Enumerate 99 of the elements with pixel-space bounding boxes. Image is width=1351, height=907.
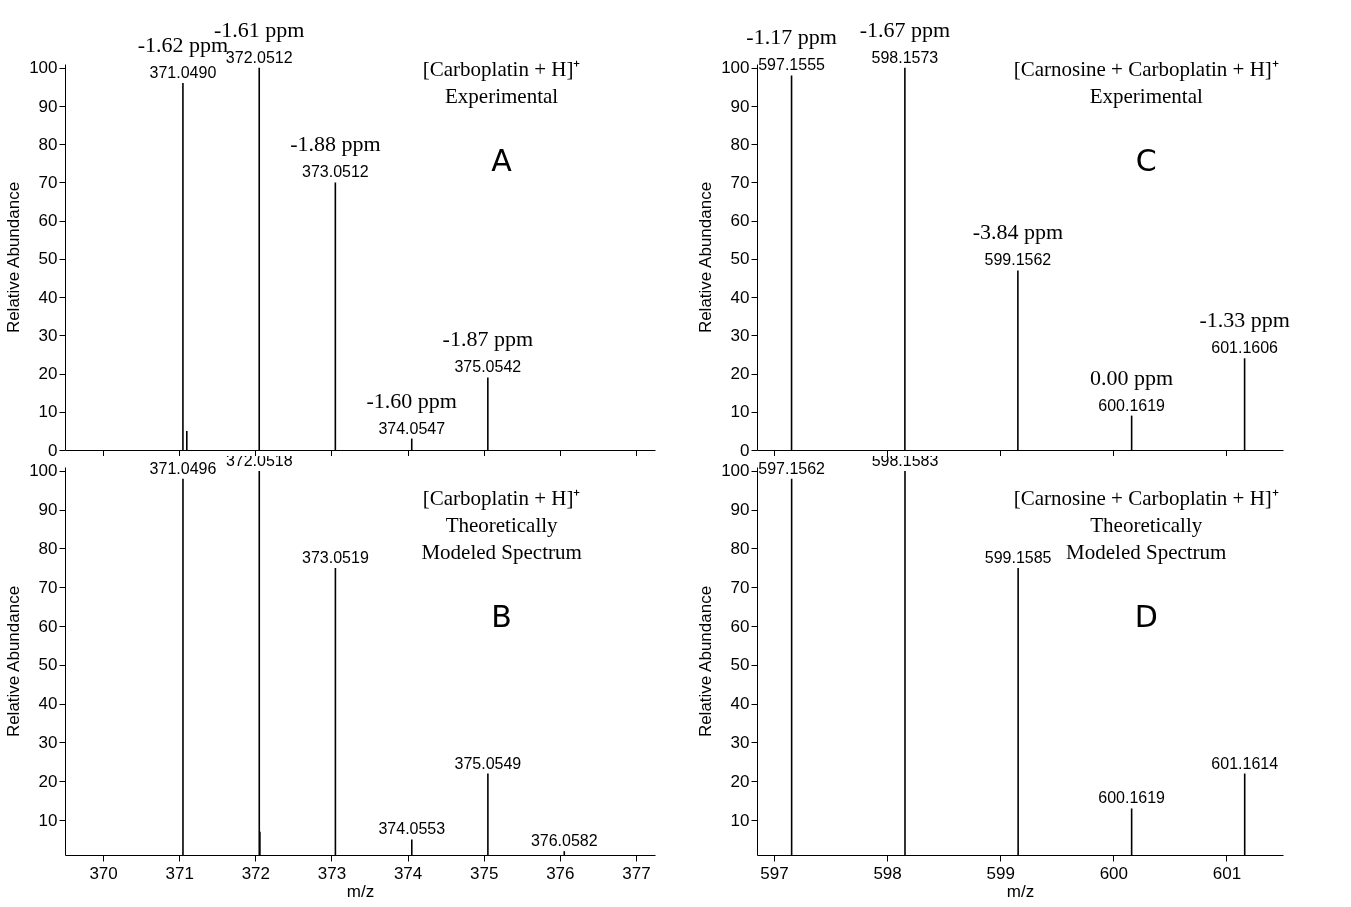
y-tick-label: 30 xyxy=(38,325,58,345)
x-tick-label: 371 xyxy=(165,863,194,883)
annotation: 597.1555 xyxy=(758,56,826,74)
y-tick-label: 70 xyxy=(38,577,58,597)
annotation: D xyxy=(1134,599,1158,634)
y-tick-label: 90 xyxy=(730,96,750,116)
y-tick-label: 10 xyxy=(38,810,58,830)
text: Theoretically Modeled Spectrum xyxy=(421,513,582,564)
y-tick-label: 100 xyxy=(721,461,750,481)
text: [Carboplatin + H]⁺ xyxy=(422,486,581,510)
annotation: 0.00 ppm xyxy=(1090,364,1174,390)
y-tick-label: 50 xyxy=(730,655,750,675)
x-tick-label: 377 xyxy=(622,863,651,883)
text: Theoretically Modeled Spectrum xyxy=(1066,513,1227,564)
annotation: -1.88 ppm xyxy=(290,131,381,157)
annotation: -3.84 ppm xyxy=(972,219,1064,245)
text: Experimental xyxy=(445,84,559,108)
x-tick-label: 374 xyxy=(393,863,423,883)
x-tick-label: 601 xyxy=(1212,863,1242,883)
x-tick-label: 375 xyxy=(470,863,499,883)
y-tick-label: 80 xyxy=(730,538,750,558)
y-tick-label: 60 xyxy=(730,616,750,636)
y-tick-label: 80 xyxy=(38,134,58,154)
y-tick-label: 30 xyxy=(38,732,58,752)
y-tick-label: 10 xyxy=(730,810,750,830)
annotation: 371.0490 xyxy=(149,64,217,82)
x-tick-label: 599 xyxy=(986,863,1015,883)
y-tick-label: 50 xyxy=(38,655,58,675)
annotation: 600.1619 xyxy=(1098,396,1166,414)
annotation: 374.0547 xyxy=(378,419,446,437)
y-tick-label: 20 xyxy=(38,364,58,384)
x-tick-label: 600 xyxy=(1099,863,1129,883)
annotation: A xyxy=(491,143,513,178)
annotation: -1.60 ppm xyxy=(366,387,457,413)
y-tick-label: 90 xyxy=(730,500,750,520)
y-tick-label: 60 xyxy=(38,211,58,231)
annotation: 376.0582 xyxy=(530,832,598,850)
y-axis-title: Relative Abundance xyxy=(696,181,716,334)
y-tick-label: 0 xyxy=(48,440,58,460)
x-tick-label: 370 xyxy=(89,863,118,883)
y-tick-label: 60 xyxy=(730,211,750,231)
y-tick-label: 80 xyxy=(38,538,58,558)
annotation: 597.1562 xyxy=(758,459,826,477)
annotation: -1.87 ppm xyxy=(442,326,534,352)
y-tick-label: 40 xyxy=(38,694,58,714)
annotation: 374.0553 xyxy=(378,820,446,838)
annotation: B xyxy=(491,599,512,634)
annotation: C xyxy=(1135,143,1157,178)
y-tick-label: 30 xyxy=(730,732,750,752)
y-tick-label: 70 xyxy=(730,172,750,192)
y-tick-label: 40 xyxy=(730,287,750,307)
y-tick-label: 100 xyxy=(721,58,750,78)
x-axis-title: m/z xyxy=(346,881,375,901)
y-tick-label: 40 xyxy=(730,694,750,714)
y-tick-label: 90 xyxy=(38,96,58,116)
annotation: 599.1562 xyxy=(984,251,1052,269)
annotation: 600.1619 xyxy=(1098,789,1166,807)
annotation: -1.17 ppm xyxy=(746,24,837,50)
chart-title: [Carnosine + Carboplatin + H]⁺ xyxy=(1013,57,1279,81)
y-tick-label: 100 xyxy=(29,58,58,78)
x-tick-label: 598 xyxy=(873,863,902,883)
y-tick-label: 20 xyxy=(730,364,750,384)
annotation: 375.0549 xyxy=(454,754,522,772)
y-tick-label: 80 xyxy=(730,134,750,154)
annotation: 599.1585 xyxy=(984,548,1052,566)
y-tick-label: 60 xyxy=(38,616,58,636)
y-tick-label: 40 xyxy=(38,287,58,307)
y-tick-label: 70 xyxy=(38,172,58,192)
x-tick-label: 376 xyxy=(546,863,575,883)
y-tick-label: 10 xyxy=(730,402,750,422)
y-axis-title: Relative Abundance xyxy=(4,181,24,334)
annotation: 373.0519 xyxy=(302,548,369,566)
y-tick-label: 70 xyxy=(730,577,750,597)
y-tick-label: 90 xyxy=(38,500,58,520)
annotation: 371.0496 xyxy=(149,459,217,477)
y-tick-label: 30 xyxy=(730,325,750,345)
annotation: 601.1614 xyxy=(1211,754,1279,772)
annotation: -1.67 ppm xyxy=(859,16,951,42)
y-tick-label: 0 xyxy=(740,440,750,460)
x-tick-label: 373 xyxy=(317,863,347,883)
annotation: 373.0512 xyxy=(301,163,369,181)
x-axis-title: m/z xyxy=(1006,881,1035,901)
annotation: -1.33 ppm xyxy=(1199,307,1290,333)
annotation: 601.1606 xyxy=(1211,339,1279,357)
chart-title: [Carboplatin + H]⁺ xyxy=(422,57,581,81)
y-tick-label: 20 xyxy=(38,771,58,791)
y-tick-label: 50 xyxy=(38,249,58,269)
annotation: 598.1573 xyxy=(871,48,939,66)
y-axis-title: Relative Abundance xyxy=(4,585,24,738)
y-tick-label: 20 xyxy=(730,771,750,791)
text: [Carnosine + Carboplatin + H]⁺ xyxy=(1013,486,1279,510)
x-tick-label: 372 xyxy=(241,863,271,883)
x-tick-label: 597 xyxy=(760,863,789,883)
text: Experimental xyxy=(1089,84,1203,108)
y-tick-label: 50 xyxy=(730,249,750,269)
y-tick-label: 100 xyxy=(29,461,58,481)
y-tick-label: 10 xyxy=(38,402,58,422)
y-axis-title: Relative Abundance xyxy=(696,585,716,738)
annotation: 375.0542 xyxy=(454,358,522,376)
